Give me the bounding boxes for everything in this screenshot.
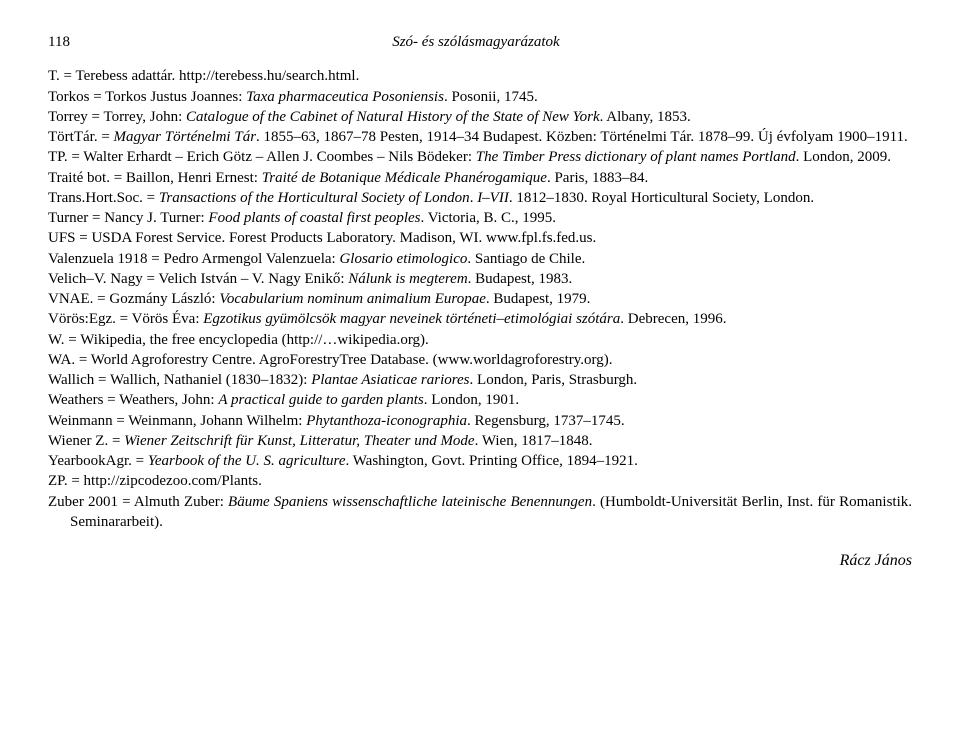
entry-text: . Debrecen, 1996. [620, 311, 726, 327]
entry-title-italic: Yearbook of the U. S. agriculture [148, 453, 346, 469]
entry-text: . 1855–63, 1867–78 Pesten, 1914–34 Budap… [256, 129, 908, 145]
entry-text: . London, Paris, Strasburgh. [470, 372, 638, 388]
bibliography-entry: Wiener Z. = Wiener Zeitschrift für Kunst… [48, 431, 912, 451]
entry-text: Velich–V. Nagy = Velich István – V. Nagy… [48, 271, 348, 287]
bibliography-entry: Wallich = Wallich, Nathaniel (1830–1832)… [48, 370, 912, 390]
entry-text: . Budapest, 1979. [486, 291, 591, 307]
entry-text: Zuber 2001 = Almuth Zuber: [48, 494, 228, 510]
bibliography-entry: Velich–V. Nagy = Velich István – V. Nagy… [48, 269, 912, 289]
bibliography-entry: VNAE. = Gozmány László: Vocabularium nom… [48, 289, 912, 309]
entry-text: . Regensburg, 1737–1745. [467, 413, 625, 429]
entry-text: WA. = World Agroforestry Centre. AgroFor… [48, 352, 613, 368]
entry-title-italic: Plantae Asiaticae rariores [311, 372, 469, 388]
entry-text: Vörös:Egz. = Vörös Éva: [48, 311, 203, 327]
entry-title-italic: Transactions of the Horticultural Societ… [159, 190, 470, 206]
entry-text: . Posonii, 1745. [444, 89, 538, 105]
entry-title-italic: Nálunk is megterem [348, 271, 467, 287]
entry-text: TP. = Walter Erhardt – Erich Götz – Alle… [48, 149, 476, 165]
entry-title-italic: Bäume Spaniens wissenschaftliche lateini… [228, 494, 592, 510]
entry-title-italic: Traité de Botanique Médicale Phanérogami… [262, 170, 547, 186]
entry-text: Trans.Hort.Soc. = [48, 190, 159, 206]
entry-text: . London, 2009. [796, 149, 891, 165]
entry-title-italic: Egzotikus gyümölcsök magyar neveinek tör… [203, 311, 620, 327]
entry-text: . Wien, 1817–1848. [475, 433, 593, 449]
entry-text: TörtTár. = [48, 129, 114, 145]
entry-text: . Albany, 1853. [600, 109, 691, 125]
bibliography-entry: W. = Wikipedia, the free encyclopedia (h… [48, 330, 912, 350]
entry-text: . 1812–1830. Royal Horticultural Society… [509, 190, 814, 206]
entry-title-italic: Magyar Történelmi Tár [114, 129, 257, 145]
entry-text: . Paris, 1883–84. [547, 170, 648, 186]
entry-title-italic: Phytanthoza-iconographia [306, 413, 467, 429]
entry-title-italic: Glosario etimologico [339, 251, 467, 267]
bibliography-list: T. = Terebess adattár. http://terebess.h… [48, 66, 912, 532]
entry-text: . London, 1901. [424, 392, 519, 408]
entry-text: . Santiago de Chile. [467, 251, 585, 267]
bibliography-entry: WA. = World Agroforestry Centre. AgroFor… [48, 350, 912, 370]
entry-title-italic: Wiener Zeitschrift für Kunst, Litteratur… [124, 433, 474, 449]
bibliography-entry: Torkos = Torkos Justus Joannes: Taxa pha… [48, 87, 912, 107]
entry-text: Valenzuela 1918 = Pedro Armengol Valenzu… [48, 251, 339, 267]
page-header: 118 Szó- és szólásmagyarázatok [48, 32, 912, 52]
bibliography-entry: ZP. = http://zipcodezoo.com/Plants. [48, 471, 912, 491]
author-signature: Rácz János [48, 550, 912, 572]
entry-title-italic: A practical guide to garden plants [218, 392, 423, 408]
bibliography-entry: YearbookAgr. = Yearbook of the U. S. agr… [48, 451, 912, 471]
bibliography-entry: Turner = Nancy J. Turner: Food plants of… [48, 208, 912, 228]
entry-title-italic: Vocabularium nominum animalium Europae [219, 291, 486, 307]
entry-text: W. = Wikipedia, the free encyclopedia (h… [48, 332, 429, 348]
bibliography-entry: TP. = Walter Erhardt – Erich Götz – Alle… [48, 147, 912, 167]
entry-title-italic: I–VII [477, 190, 509, 206]
bibliography-entry: T. = Terebess adattár. http://terebess.h… [48, 66, 912, 86]
entry-text: T. = Terebess adattár. http://terebess.h… [48, 68, 359, 84]
bibliography-entry: Traité bot. = Baillon, Henri Ernest: Tra… [48, 168, 912, 188]
bibliography-entry: TörtTár. = Magyar Történelmi Tár. 1855–6… [48, 127, 912, 147]
bibliography-entry: UFS = USDA Forest Service. Forest Produc… [48, 228, 912, 248]
page-number: 118 [48, 32, 70, 52]
entry-text: YearbookAgr. = [48, 453, 148, 469]
bibliography-entry: Valenzuela 1918 = Pedro Armengol Valenzu… [48, 249, 912, 269]
entry-title-italic: Food plants of coastal first peoples [208, 210, 420, 226]
entry-text: Wallich = Wallich, Nathaniel (1830–1832)… [48, 372, 311, 388]
bibliography-entry: Trans.Hort.Soc. = Transactions of the Ho… [48, 188, 912, 208]
entry-text: Turner = Nancy J. Turner: [48, 210, 208, 226]
entry-text: . Victoria, B. C., 1995. [421, 210, 556, 226]
entry-text: ZP. = http://zipcodezoo.com/Plants. [48, 473, 262, 489]
entry-text: UFS = USDA Forest Service. Forest Produc… [48, 230, 596, 246]
entry-text: . Budapest, 1983. [468, 271, 573, 287]
bibliography-entry: Torrey = Torrey, John: Catalogue of the … [48, 107, 912, 127]
entry-text: VNAE. = Gozmány László: [48, 291, 219, 307]
entry-text: Torkos = Torkos Justus Joannes: [48, 89, 246, 105]
entry-text: Torrey = Torrey, John: [48, 109, 186, 125]
entry-text: . Washington, Govt. Printing Office, 189… [346, 453, 638, 469]
bibliography-entry: Vörös:Egz. = Vörös Éva: Egzotikus gyümöl… [48, 309, 912, 329]
bibliography-entry: Weathers = Weathers, John: A practical g… [48, 390, 912, 410]
entry-title-italic: The Timber Press dictionary of plant nam… [476, 149, 796, 165]
running-head: Szó- és szólásmagyarázatok [70, 32, 882, 52]
entry-title-italic: Taxa pharmaceutica Posoniensis [246, 89, 444, 105]
bibliography-entry: Zuber 2001 = Almuth Zuber: Bäume Spanien… [48, 492, 912, 533]
entry-text: Weathers = Weathers, John: [48, 392, 218, 408]
entry-title-italic: Catalogue of the Cabinet of Natural Hist… [186, 109, 600, 125]
entry-text: Traité bot. = Baillon, Henri Ernest: [48, 170, 262, 186]
entry-text: Weinmann = Weinmann, Johann Wilhelm: [48, 413, 306, 429]
entry-text: Wiener Z. = [48, 433, 124, 449]
bibliography-entry: Weinmann = Weinmann, Johann Wilhelm: Phy… [48, 411, 912, 431]
